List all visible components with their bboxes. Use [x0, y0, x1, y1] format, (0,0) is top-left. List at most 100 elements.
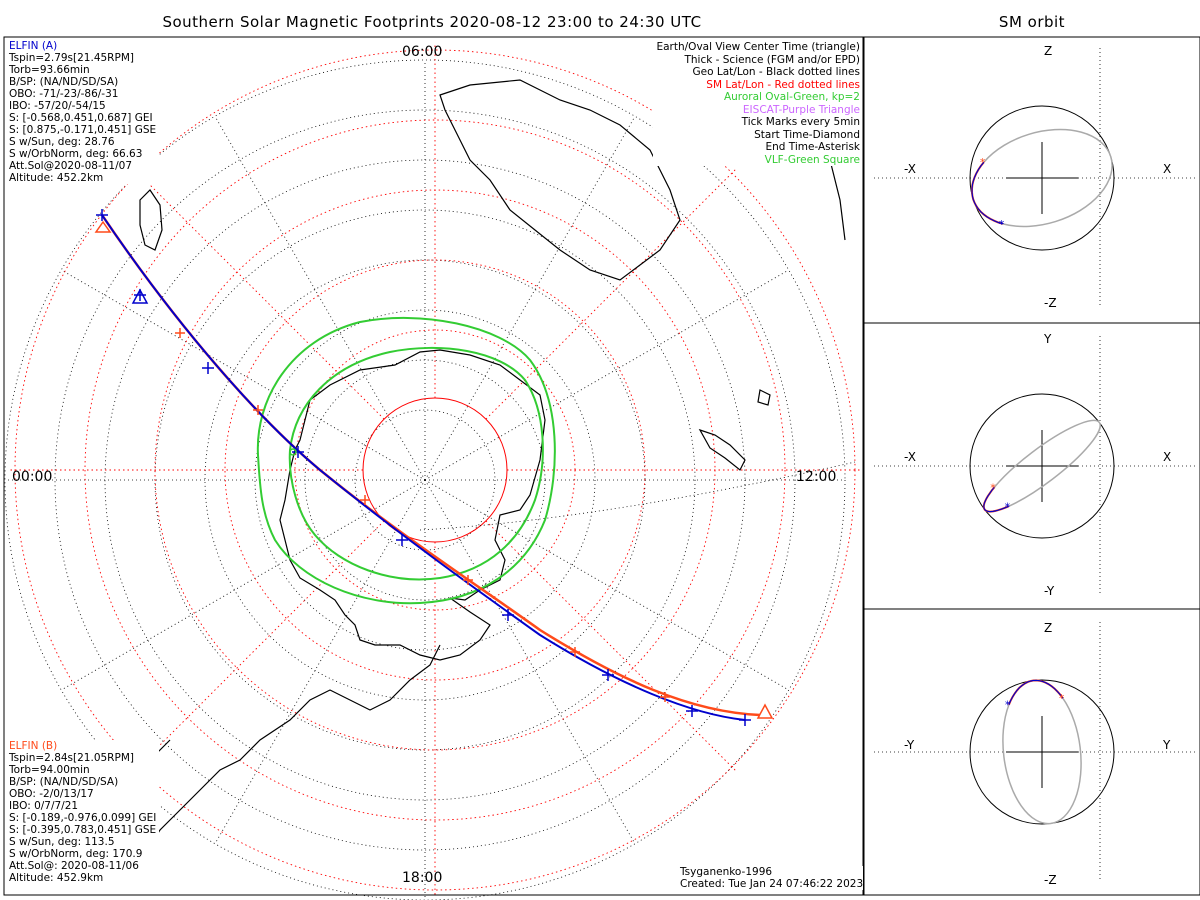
orbit-panels: ****** — [874, 48, 1198, 882]
auroral-oval — [256, 316, 556, 605]
created-date: Created: Tue Jan 24 07:46:22 2023 — [680, 878, 864, 890]
sm-meridian — [485, 520, 736, 771]
mlt-label-00: 00:00 — [12, 469, 53, 485]
elfin-b-marker: * — [980, 156, 986, 169]
elfin-a-line: S w/OrbNorm, deg: 66.63 — [9, 148, 143, 160]
elfin-b-name: ELFIN (B) — [9, 740, 58, 752]
geo-latitude-circle — [4, 59, 846, 900]
orbit1-left-label: -X — [904, 162, 916, 176]
geo-meridian — [424, 479, 789, 691]
orbit3-bottom-label: -Z — [1044, 873, 1057, 887]
legend-item: Earth/Oval View Center Time (triangle) — [656, 41, 860, 53]
elfin-a-line: IBO: -57/20/-54/15 — [9, 100, 106, 112]
sm-pole-circle — [362, 397, 508, 543]
vlf-marker — [289, 448, 297, 456]
sm-meridian — [134, 169, 385, 420]
elfin-a-center-triangle — [131, 288, 149, 304]
legend-item: Geo Lat/Lon - Black dotted lines — [692, 66, 860, 78]
geo-meridian — [61, 479, 426, 691]
elfin-a-line: S: [0.875,-0.171,0.451] GSE — [9, 124, 157, 136]
orbit-title: SM orbit — [998, 13, 1066, 31]
elfin-b-line: B/SP: (NA/ND/SD/SA) — [9, 776, 119, 788]
elfin-b-orbit-arc — [971, 161, 1004, 225]
elfin-a-marker: * — [1005, 699, 1011, 712]
elfin-a-track — [101, 214, 746, 721]
mlt-label-12: 12:00 — [796, 469, 837, 485]
elfin-b-center-triangle — [756, 703, 774, 719]
orbit2-bottom-label: -Y — [1044, 584, 1055, 598]
geo-latitude-circle — [354, 409, 496, 551]
auroral-oval-outer — [256, 316, 556, 605]
elfin-a-marker: * — [1005, 500, 1011, 513]
geo-latitude-circle — [154, 209, 696, 751]
geo-latitude-circle — [254, 309, 596, 651]
legend-item: Start Time-Diamond — [754, 128, 860, 141]
geo-meridian — [424, 479, 636, 844]
elfin-a-orbit-arc — [983, 487, 1009, 513]
elfin-a-orbit-arc — [1008, 679, 1064, 705]
sm-meridian — [134, 520, 385, 771]
elfin-a-line: OBO: -71/-23/-86/-31 — [9, 88, 119, 100]
elfin-b-marker: * — [1059, 692, 1065, 705]
elfin-a-line: Att.Sol@2020-08-11/07 — [9, 160, 132, 172]
credits: Tsyganenko-1996 Created: Tue Jan 24 07:4… — [680, 866, 864, 890]
orbit2-left-label: -X — [904, 450, 916, 464]
elfin-b-start-triangle — [94, 220, 112, 233]
legend-item: End Time-Asterisk — [765, 141, 860, 153]
elfin-b-line: S: [-0.395,0.783,0.451] GSE — [9, 824, 157, 836]
elfin-a-orbit-arc — [971, 161, 1004, 225]
map-frame — [3, 36, 864, 896]
satellite-tracks — [94, 209, 774, 726]
elfin-b-line: IBO: 0/7/7/21 — [9, 800, 79, 812]
elfin-a-marker: * — [999, 218, 1005, 231]
geo-meridian — [61, 269, 426, 481]
coastlines — [44, 49, 846, 871]
elfin-a-line: Tspin=2.79s[21.45RPM] — [9, 52, 134, 64]
orbit2-top-label: Y — [1044, 332, 1052, 346]
elfin-b-line: S w/OrbNorm, deg: 170.9 — [9, 848, 143, 860]
page-title: Southern Solar Magnetic Footprints 2020-… — [162, 13, 702, 31]
orbit-panel-1: ** — [874, 48, 1198, 308]
tasmania-outline — [757, 389, 771, 406]
polar-map — [4, 45, 860, 900]
legend-item: Thick - Science (FGM and/or EPD) — [684, 53, 860, 66]
orbit1-right-label: X — [1163, 162, 1172, 176]
elfin-a-line: S: [-0.568,0.451,0.687] GEI — [9, 112, 153, 124]
elfin-a-line: Altitude: 452.2km — [9, 172, 104, 184]
orbit-panel-3: ** — [874, 622, 1198, 882]
legend-item: Tick Marks every 5min — [741, 116, 860, 128]
elfin-b-line: OBO: -2/0/13/17 — [9, 788, 94, 800]
sm-latitude-circle — [84, 119, 786, 821]
orbit2-right-label: X — [1163, 450, 1172, 464]
geo-meridian — [214, 479, 426, 844]
elfin-b-info: ELFIN (B) Tspin=2.84s[21.05RPM] Torb=94.… — [9, 740, 160, 884]
legend-item: Auroral Oval-Green, kp=2 — [723, 91, 860, 103]
geo-meridian — [424, 116, 636, 481]
elfin-b-line: Torb=94.00min — [9, 764, 90, 776]
sm-latitude-circle — [154, 189, 716, 751]
geo-meridian-line — [419, 461, 856, 531]
earth-circle — [969, 105, 1115, 251]
model-credit: Tsyganenko-1996 — [680, 866, 773, 878]
elfin-a-line: S w/Sun, deg: 28.76 — [9, 136, 115, 148]
madagascar-outline — [139, 189, 163, 251]
mlt-label-06: 06:00 — [402, 44, 443, 60]
orbit-frame — [863, 36, 1200, 896]
orbit3-right-label: Y — [1163, 738, 1171, 752]
elfin-b-line: Altitude: 452.9km — [9, 872, 104, 884]
legend-item: EISCAT-Purple Triangle — [742, 103, 860, 116]
orbit3-top-label: Z — [1044, 621, 1053, 635]
auroral-oval-inner — [288, 346, 544, 581]
legend: Earth/Oval View Center Time (triangle) T… — [653, 41, 860, 166]
orbit1-top-label: Z — [1044, 44, 1053, 58]
orbit-panel-2: ** — [874, 336, 1198, 596]
orbit1-bottom-label: -Z — [1044, 296, 1057, 310]
earth-circle — [969, 679, 1115, 825]
legend-item: VLF-Green Square — [764, 153, 860, 166]
sm-latitude-circle — [224, 259, 646, 681]
orbit3-left-label: -Y — [904, 738, 915, 752]
mlt-label-18: 18:00 — [402, 870, 443, 886]
elfin-b-line: Att.Sol@: 2020-08-11/06 — [9, 860, 139, 872]
elfin-a-info: ELFIN (A) Tspin=2.79s[21.45RPM] Torb=93.… — [9, 40, 160, 184]
